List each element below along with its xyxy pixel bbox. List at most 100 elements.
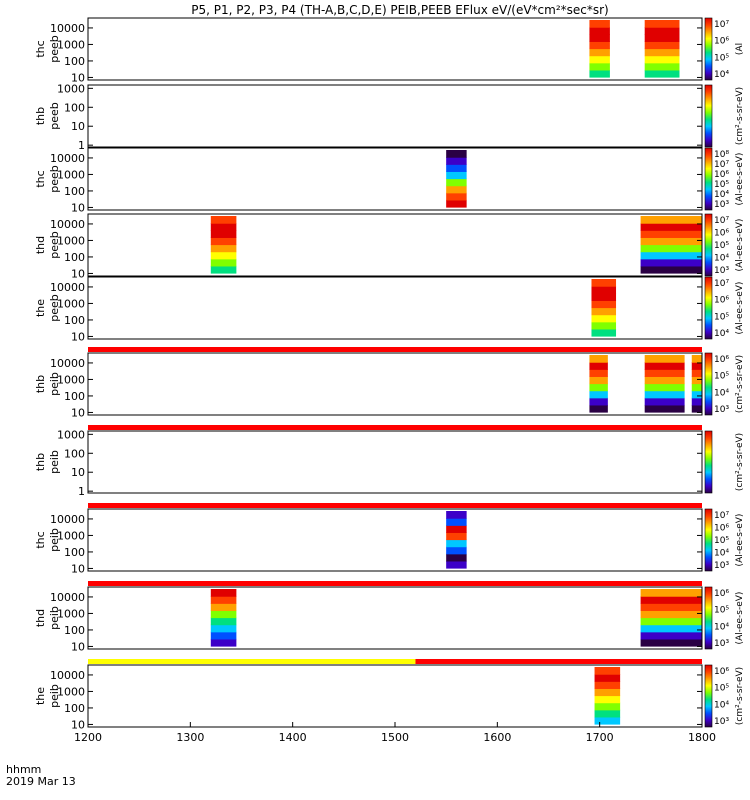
colorbar-tick-9-3: 10⁵ — [714, 606, 729, 616]
panel-frame-2 — [87, 84, 703, 148]
colorbar-label-9: (Al-ee-s-eV) — [735, 592, 745, 645]
y-tick-label-3-1: 10 — [71, 201, 85, 214]
colorbar-tick-3-4: 10⁶ — [714, 170, 729, 180]
panel-frame-5 — [87, 276, 703, 340]
probe-label-6: thb — [34, 375, 47, 393]
y-tick-label-9-1: 10 — [71, 640, 85, 653]
colorbar-tick-5-1: 10⁴ — [714, 329, 729, 339]
panel-2: 1 10 100 1000 thb peeb (cm²-s-sr-eV) — [34, 82, 745, 152]
date-label: 2019 Mar 13 — [6, 775, 76, 788]
y-tick-label-4-2: 100 — [64, 251, 85, 264]
y-tick-label-3-2: 100 — [64, 185, 85, 198]
panel-7: 1 10 100 1000 thb peib (cm²-s-sr-eV) — [34, 425, 745, 498]
y-tick-label-1-1: 10 — [71, 71, 85, 84]
y-tick-label-6-1: 10 — [71, 406, 85, 419]
y-tick-label-9-3: 1000 — [57, 607, 85, 620]
y-tick-label-9-2: 100 — [64, 624, 85, 637]
colorbar-tick-3-3: 10⁵ — [714, 180, 729, 190]
colorbar-tick-5-2: 10⁵ — [714, 312, 729, 322]
colorbar-tick-8-3: 10⁵ — [714, 536, 729, 546]
colorbar-label-1: (Al — [735, 43, 745, 55]
spectrogram-segment-1-2 — [644, 20, 680, 78]
probe-label-10: the — [34, 687, 47, 705]
y-tick-label-4-4: 10000 — [50, 218, 85, 231]
colorbar-tick-4-4: 10⁶ — [714, 229, 729, 239]
panel-frame-1 — [87, 17, 703, 81]
spectrogram-segment-9-1 — [210, 589, 237, 647]
colorbar-tick-5-3: 10⁶ — [714, 296, 729, 306]
colorbar-tick-6-4: 10⁶ — [714, 355, 729, 365]
species-label-2: peeb — [48, 102, 61, 130]
y-tick-label-7-2: 10 — [71, 466, 85, 479]
y-tick-label-6-3: 1000 — [57, 373, 85, 386]
panel-frame-3 — [87, 147, 703, 211]
x-tick-label-4: 1500 — [381, 731, 409, 744]
colorbar-tick-1-4: 10⁷ — [714, 20, 729, 30]
y-tick-label-2-2: 10 — [71, 120, 85, 133]
colorbar-1 — [704, 17, 713, 81]
y-tick-label-3-4: 10000 — [50, 152, 85, 165]
flag-bar-7-1 — [88, 425, 702, 430]
colorbar-tick-8-5: 10⁷ — [714, 511, 729, 521]
colorbar-label-2: (cm²-s-sr-eV) — [735, 87, 745, 145]
panel-frame-7 — [87, 430, 703, 494]
y-tick-label-1-4: 10000 — [50, 22, 85, 35]
colorbar-tick-4-2: 10⁴ — [714, 254, 729, 264]
panel-frame-6 — [87, 352, 703, 416]
colorbar-8 — [704, 508, 713, 572]
colorbar-tick-1-1: 10⁴ — [714, 70, 729, 80]
y-tick-label-10-4: 10000 — [50, 669, 85, 682]
y-tick-label-7-1: 1 — [78, 485, 85, 498]
colorbar-tick-3-2: 10⁴ — [714, 190, 729, 200]
probe-label-9: thd — [34, 609, 47, 627]
colorbar-2 — [704, 84, 713, 148]
y-tick-label-10-2: 100 — [64, 702, 85, 715]
colorbar-tick-4-5: 10⁷ — [714, 216, 729, 226]
spectrogram-segment-4-1 — [210, 216, 237, 274]
y-tick-label-3-3: 1000 — [57, 168, 85, 181]
colorbar-label-8: (Al-ee-s-eV) — [735, 514, 745, 567]
spectrogram-segment-9-2 — [640, 589, 702, 647]
y-tick-label-8-4: 10000 — [50, 513, 85, 526]
y-tick-label-5-2: 100 — [64, 314, 85, 327]
colorbar-label-7: (cm²-s-sr-eV) — [735, 433, 745, 491]
flag-bar-9-1 — [88, 581, 702, 586]
probe-label-4: thd — [34, 236, 47, 254]
species-label-1: peeb — [48, 35, 61, 63]
colorbar-10 — [704, 664, 713, 728]
y-tick-label-8-1: 10 — [71, 562, 85, 575]
y-tick-label-2-1: 1 — [78, 139, 85, 152]
spectrogram-segment-4-2 — [640, 216, 702, 274]
y-tick-label-8-2: 100 — [64, 546, 85, 559]
colorbar-3 — [704, 147, 713, 211]
spectrogram-segment-8-1 — [446, 511, 467, 569]
colorbar-tick-1-3: 10⁶ — [714, 37, 729, 47]
probe-label-8: thc — [34, 531, 47, 548]
chart-title: P5, P1, P2, P3, P4 (TH-A,B,C,D,E) PEIB,P… — [191, 3, 608, 17]
spectrogram-segment-6-2 — [644, 355, 685, 413]
flag-bar-10-1 — [88, 659, 416, 664]
species-label-7: peib — [48, 450, 61, 474]
species-label-4: peeb — [48, 231, 61, 259]
colorbar-tick-4-1: 10³ — [714, 266, 729, 276]
colorbar-tick-10-2: 10⁴ — [714, 700, 729, 710]
colorbar-label-6: (cm²-s-sr-eV) — [735, 355, 745, 413]
x-tick-label-2: 1300 — [176, 731, 204, 744]
probe-label-1: thc — [34, 40, 47, 57]
spectrogram-segment-3-1 — [446, 150, 467, 208]
colorbar-tick-8-2: 10⁴ — [714, 549, 729, 559]
colorbar-tick-10-1: 10³ — [714, 717, 729, 727]
panel-frame-9 — [87, 586, 703, 650]
y-tick-label-4-1: 10 — [71, 267, 85, 280]
time-axis: 1200 1300 1400 1500 1600 1700 1800 — [74, 722, 716, 744]
panel-frame-8 — [87, 508, 703, 572]
x-axis-label: hhmm — [6, 763, 41, 776]
colorbar-tick-9-1: 10³ — [714, 639, 729, 649]
y-tick-label-7-4: 1000 — [57, 428, 85, 441]
